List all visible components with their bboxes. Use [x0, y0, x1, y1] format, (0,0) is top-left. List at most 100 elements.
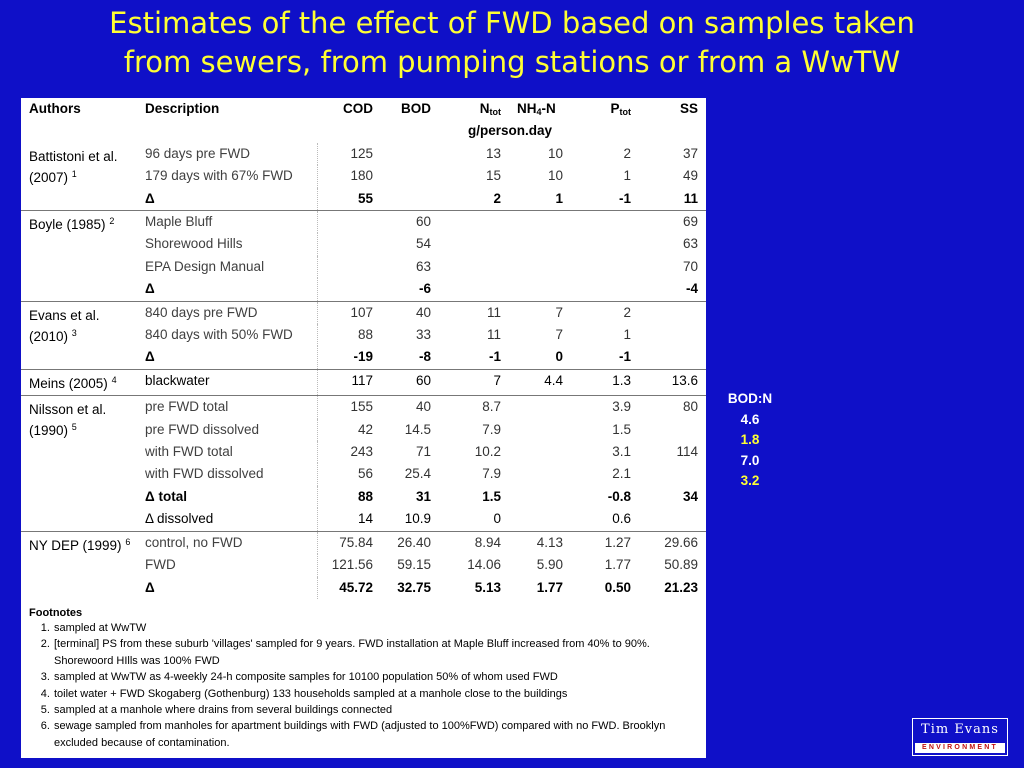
- footnote-ref: 2: [109, 216, 115, 227]
- cell-ntot: 13: [485, 145, 501, 161]
- cell-ss: -4: [685, 281, 698, 297]
- author-name: Evans et al. (2010): [29, 307, 100, 344]
- cell-bod: 40: [381, 395, 439, 419]
- slide-title-line-1: Estimates of the effect of FWD based on …: [109, 6, 915, 40]
- author-name: Meins (2005): [29, 375, 108, 391]
- cell-nh4: [509, 210, 571, 234]
- cell-bod: 60: [381, 368, 439, 396]
- row-description: FWD: [145, 557, 176, 573]
- table-row: Δ total 88 31 1.5 -0.8 34: [21, 485, 706, 509]
- cell-bod: 33: [415, 327, 431, 343]
- footnote-item: sampled at a manhole where drains from s…: [53, 702, 699, 718]
- table-row: Evans et al. (2010) 3 840 days pre FWD 107…: [21, 300, 706, 370]
- ntot-label: N: [479, 101, 490, 116]
- units-row: g/person.day: [21, 120, 706, 142]
- cell-nh4: [509, 419, 571, 441]
- cell-cod: 45.72: [316, 576, 381, 599]
- cell-bod: -8: [418, 349, 431, 365]
- cell-ss: 49: [682, 168, 698, 184]
- ptot-subscript: tot: [619, 107, 632, 117]
- author-name: NY DEP (1999): [29, 537, 122, 553]
- cell-cod: 121.56: [316, 554, 381, 577]
- row-description: 840 days with 50% FWD: [145, 327, 293, 343]
- units-label: g/person.day: [467, 123, 553, 139]
- cell-nh4: [509, 486, 571, 508]
- cell-cod: 125: [316, 142, 381, 166]
- cell-ss: 80: [639, 395, 706, 419]
- cell-nh4: 7: [555, 327, 563, 343]
- cell-nh4: [509, 508, 571, 531]
- cell-bod: [381, 165, 439, 187]
- table-row: Δ -19 -8 -1 0 -1: [21, 346, 706, 370]
- cell-nh4: [509, 233, 571, 255]
- logo-subtitle: ENVIRONMENT: [915, 743, 1005, 753]
- row-description: with FWD total: [145, 444, 233, 460]
- cell-ntot: 14.06: [467, 557, 501, 573]
- cell-cod: 55: [316, 187, 381, 211]
- study-author: Boyle (1985) 2: [21, 210, 141, 302]
- bod-n-value: 7.0: [740, 452, 760, 468]
- footnote-item: [terminal] PS from these suburb 'village…: [53, 636, 699, 669]
- cell-ptot: [571, 233, 639, 255]
- cell-ptot: 0.50: [604, 579, 631, 595]
- cell-cod: 56: [316, 463, 381, 486]
- footnote-ref: 4: [111, 374, 117, 385]
- cell-bod: 60: [381, 210, 439, 234]
- footnotes-list: sampled at WwTW[terminal] PS from these …: [29, 620, 699, 751]
- footnote-item: sampled at WwTW: [53, 620, 699, 636]
- cell-ss: [639, 463, 706, 485]
- table-row: Δ -6 -4: [21, 278, 706, 302]
- cell-nh4: 10: [547, 145, 563, 161]
- cell-ntot: 8.7: [439, 395, 509, 419]
- cell-bod: 40: [381, 300, 439, 325]
- row-description: control, no FWD: [141, 530, 317, 555]
- cell-bod: 54: [415, 236, 431, 252]
- study-author: NY DEP (1999) 6: [21, 530, 141, 599]
- table-row: Boyle (1985) 2 Maple Bluff 60 69: [21, 210, 706, 302]
- cell-nh4: 4.4: [509, 368, 571, 396]
- footnote-item: sewage sampled from manholes for apartme…: [53, 718, 699, 751]
- cell-cod: [316, 255, 381, 279]
- cell-ptot: 1.77: [604, 557, 631, 573]
- cell-cod: 155: [316, 395, 381, 419]
- cell-cod: 117: [316, 368, 381, 396]
- cell-nh4: [509, 278, 571, 301]
- table-row: with FWD total 243 71 10.2 3.1 114: [21, 441, 706, 464]
- table-row: 840 days with 50% FWD 88 33 11 7 1: [21, 324, 706, 347]
- cell-ntot: 11: [486, 327, 501, 343]
- cell-ntot: 7.9: [482, 466, 501, 482]
- cell-ss: 29.66: [639, 530, 706, 555]
- cell-nh4: 7: [509, 300, 571, 325]
- cell-ntot: 11: [439, 300, 509, 325]
- cell-ptot: 1.3: [571, 368, 639, 396]
- cell-ss: 37: [682, 145, 698, 161]
- ptot-label: P: [610, 101, 620, 116]
- cell-nh4: 1: [555, 190, 563, 206]
- col-header-bod: BOD: [401, 101, 431, 116]
- table-row: Δ 55 2 1 -1 11: [21, 187, 706, 211]
- cell-ntot: [439, 256, 509, 278]
- author-name: Battistoni et al. (2007): [29, 148, 118, 185]
- table-row: Δ dissolved 14 10.9 0 0.6: [21, 508, 706, 532]
- cell-cod: -19: [316, 346, 381, 370]
- cell-bod: 14.5: [404, 421, 431, 437]
- cell-cod: 107: [316, 300, 381, 325]
- row-description: pre FWD total: [141, 395, 317, 419]
- cell-ss: 63: [682, 236, 698, 252]
- cell-ntot: 8.94: [439, 530, 509, 555]
- table-row: Shorewood Hills 54 63: [21, 233, 706, 256]
- cell-nh4: 5.90: [536, 557, 563, 573]
- row-description: Shorewood Hills: [145, 236, 243, 252]
- row-description: Δ total: [145, 488, 187, 504]
- table-row: 179 days with 67% FWD 180 15 10 1 49: [21, 165, 706, 188]
- cell-ss: [639, 419, 706, 441]
- row-description: EPA Design Manual: [145, 258, 265, 274]
- cell-bod: 25.4: [404, 466, 431, 482]
- row-description: Maple Bluff: [141, 210, 317, 234]
- cell-bod: 10.9: [404, 511, 431, 527]
- nh4-suffix: -N: [541, 101, 556, 116]
- nh4-subscript: 4: [536, 107, 542, 117]
- row-description: pre FWD dissolved: [145, 421, 260, 437]
- cell-ss: [639, 324, 706, 346]
- author-name: Nilsson et al. (1990): [29, 402, 107, 439]
